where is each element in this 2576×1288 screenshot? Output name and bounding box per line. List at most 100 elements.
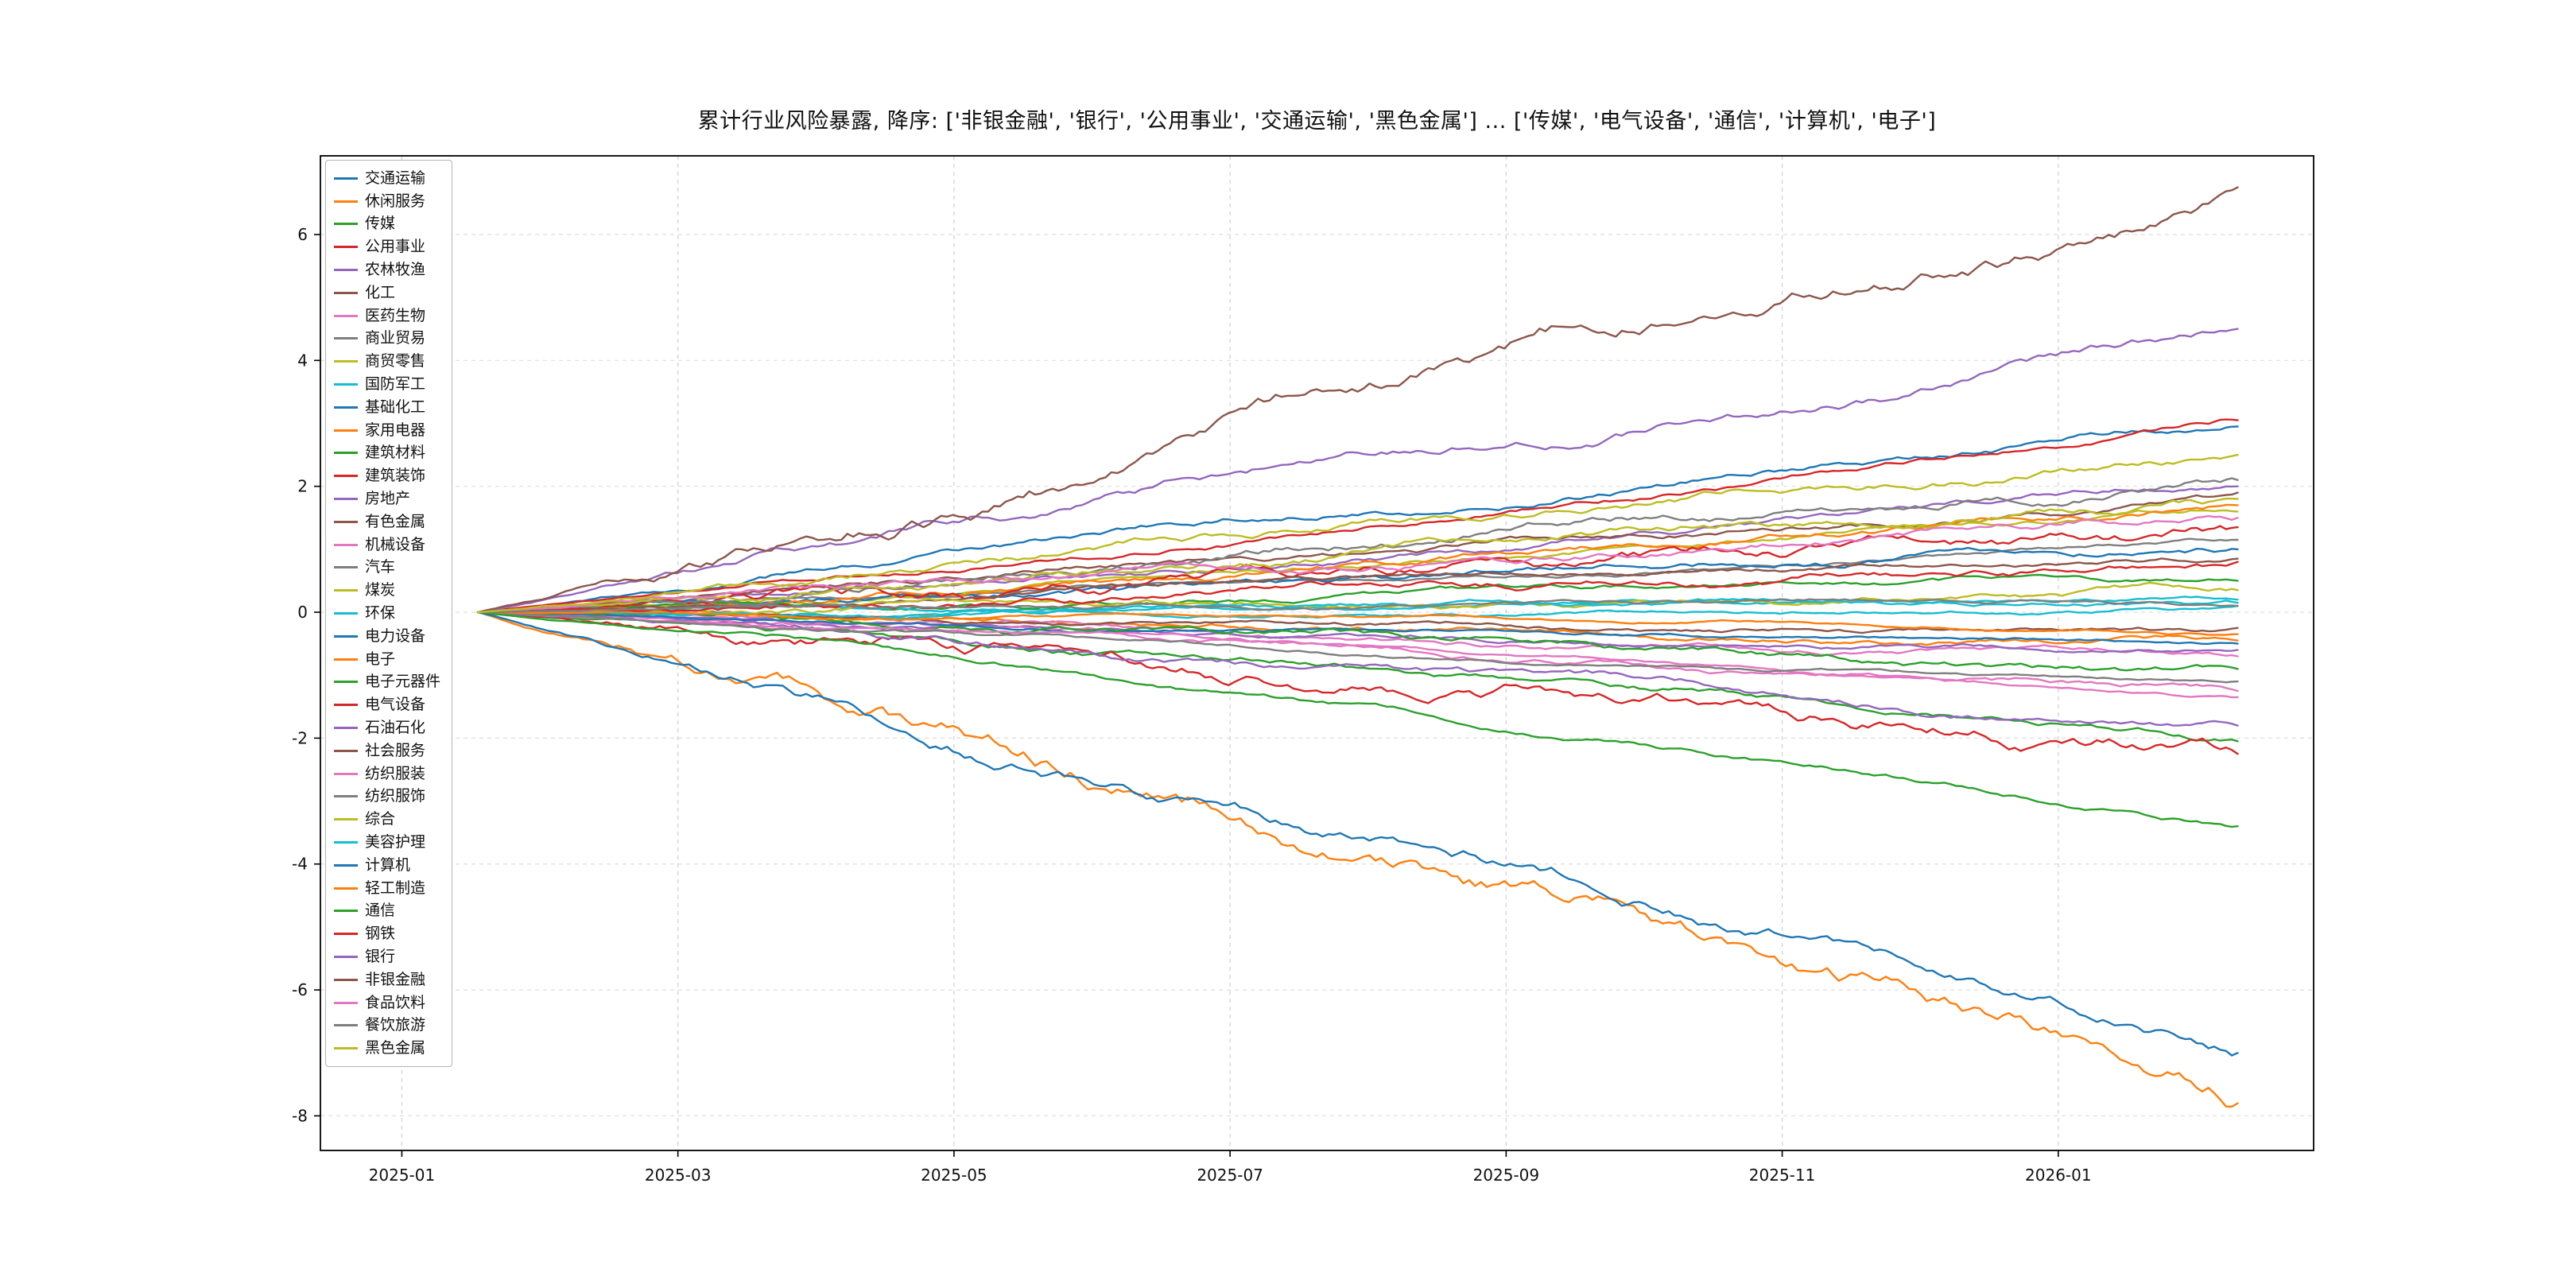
legend-label: 休闲服务 [365, 192, 426, 210]
legend-line-swatch [334, 978, 358, 981]
chart-title: 累计行业风险暴露, 降序: ['非银金融', '银行', '公用事业', '交通… [697, 109, 1937, 134]
legend-label: 公用事业 [365, 238, 426, 256]
legend-item: 综合 [334, 808, 440, 831]
legend-line-swatch [334, 246, 358, 249]
series-line-交通运输 [476, 425, 2239, 614]
legend-item: 机械设备 [334, 533, 440, 557]
legend-label: 食品饮料 [365, 993, 426, 1011]
series-line-纺织服装 [476, 611, 2239, 699]
series-line-食品饮料 [476, 514, 2239, 614]
series-line-商业贸易 [476, 537, 2239, 614]
legend-label: 有色金属 [365, 512, 426, 530]
legend-item: 餐饮旅游 [334, 1014, 440, 1037]
legend-line-swatch [334, 543, 358, 546]
legend-label: 美容护理 [365, 833, 426, 851]
legend-label: 汽车 [365, 558, 396, 576]
series-line-休闲服务 [476, 611, 2239, 646]
series-line-社会服务 [476, 609, 2239, 634]
legend-item: 家用电器 [334, 419, 440, 442]
legend-item: 商业贸易 [334, 328, 440, 351]
legend-item: 房地产 [334, 487, 440, 510]
legend-label: 环保 [365, 604, 396, 623]
legend-label: 交通运输 [365, 169, 426, 187]
legend-line-swatch [334, 269, 358, 272]
legend-item: 农林牧渔 [334, 258, 440, 281]
x-tick-label: 2025-07 [1197, 1166, 1263, 1185]
legend-item: 电子 [334, 648, 440, 671]
series-line-综合 [476, 581, 2239, 615]
legend-item: 计算机 [334, 854, 440, 877]
legend-line-swatch [334, 200, 358, 203]
y-tick-label: 4 [297, 351, 308, 370]
legend-item: 银行 [334, 945, 440, 968]
axes-spines [320, 155, 2314, 1151]
legend-line-swatch [334, 886, 358, 890]
y-tick-label: -8 [292, 1106, 308, 1125]
legend-line-swatch [334, 634, 358, 638]
legend-line-swatch [334, 475, 358, 478]
legend-label: 建筑材料 [365, 444, 426, 462]
legend-line-swatch [334, 177, 358, 180]
legend-item: 交通运输 [334, 167, 440, 190]
legend-label: 通信 [365, 902, 396, 920]
legend-line-swatch [334, 405, 358, 409]
series-line-钢铁 [476, 561, 2239, 614]
legend-item: 汽车 [334, 557, 440, 580]
legend-item: 商贸零售 [334, 350, 440, 373]
legend-item: 环保 [334, 602, 440, 625]
legend-item: 钢铁 [334, 922, 440, 945]
legend-line-swatch [334, 1001, 358, 1004]
legend-label: 医药生物 [365, 306, 426, 324]
legend-label: 社会服务 [365, 741, 426, 759]
legend-item: 通信 [334, 900, 440, 923]
series-line-农林牧渔 [476, 485, 2239, 614]
legend-item: 石油石化 [334, 716, 440, 739]
legend-item: 社会服务 [334, 739, 440, 762]
legend-line-swatch [334, 612, 358, 615]
y-tick-label: 0 [297, 603, 308, 622]
legend-label: 电力设备 [365, 627, 426, 645]
legend-label: 非银金融 [365, 970, 426, 988]
series-line-非银金融 [476, 186, 2239, 614]
legend-label: 综合 [365, 810, 396, 828]
legend-line-swatch [334, 818, 358, 821]
legend-line-swatch [334, 1047, 358, 1050]
series-line-银行 [476, 328, 2239, 614]
series-line-房地产 [476, 611, 2239, 654]
series-line-汽车 [476, 477, 2239, 614]
x-tick-label: 2025-11 [1749, 1166, 1816, 1185]
legend-item: 电气设备 [334, 693, 440, 716]
legend-line-swatch [334, 658, 358, 661]
legend: 交通运输 休闲服务 传媒 公用事业 农林牧渔 化工 医药生物 商业贸易 商贸零售 国防军工 基础化工… [325, 160, 453, 1068]
series-line-电气设备 [476, 611, 2239, 755]
legend-label: 建筑装饰 [365, 467, 426, 485]
legend-label: 电气设备 [365, 696, 426, 714]
series-line-餐饮旅游 [476, 598, 2239, 614]
legend-label: 商业贸易 [365, 329, 426, 347]
legend-line-swatch [334, 704, 358, 707]
legend-line-swatch [334, 955, 358, 958]
legend-label: 商贸零售 [365, 352, 426, 370]
legend-label: 黑色金属 [365, 1039, 426, 1057]
series-line-家用电器 [476, 503, 2239, 614]
legend-item: 电力设备 [334, 625, 440, 648]
legend-line-swatch [334, 681, 358, 684]
series-line-通信 [476, 611, 2239, 828]
y-tick-label: -6 [292, 980, 308, 999]
legend-label: 房地产 [365, 490, 411, 508]
x-tick-label: 2025-01 [369, 1166, 436, 1185]
legend-label: 钢铁 [365, 925, 396, 943]
series-line-轻工制造 [476, 611, 2239, 636]
y-tick-label: 2 [297, 477, 308, 496]
legend-label: 机械设备 [365, 535, 426, 553]
series-line-石油石化 [476, 611, 2239, 727]
series-line-公用事业 [476, 418, 2239, 614]
legend-line-swatch [334, 429, 358, 432]
legend-line-swatch [334, 383, 358, 386]
legend-label: 基础化工 [365, 398, 426, 416]
legend-line-swatch [334, 589, 358, 592]
legend-line-swatch [334, 910, 358, 913]
legend-label: 石油石化 [365, 719, 426, 737]
legend-label: 餐饮旅游 [365, 1016, 426, 1034]
legend-line-swatch [334, 314, 358, 317]
